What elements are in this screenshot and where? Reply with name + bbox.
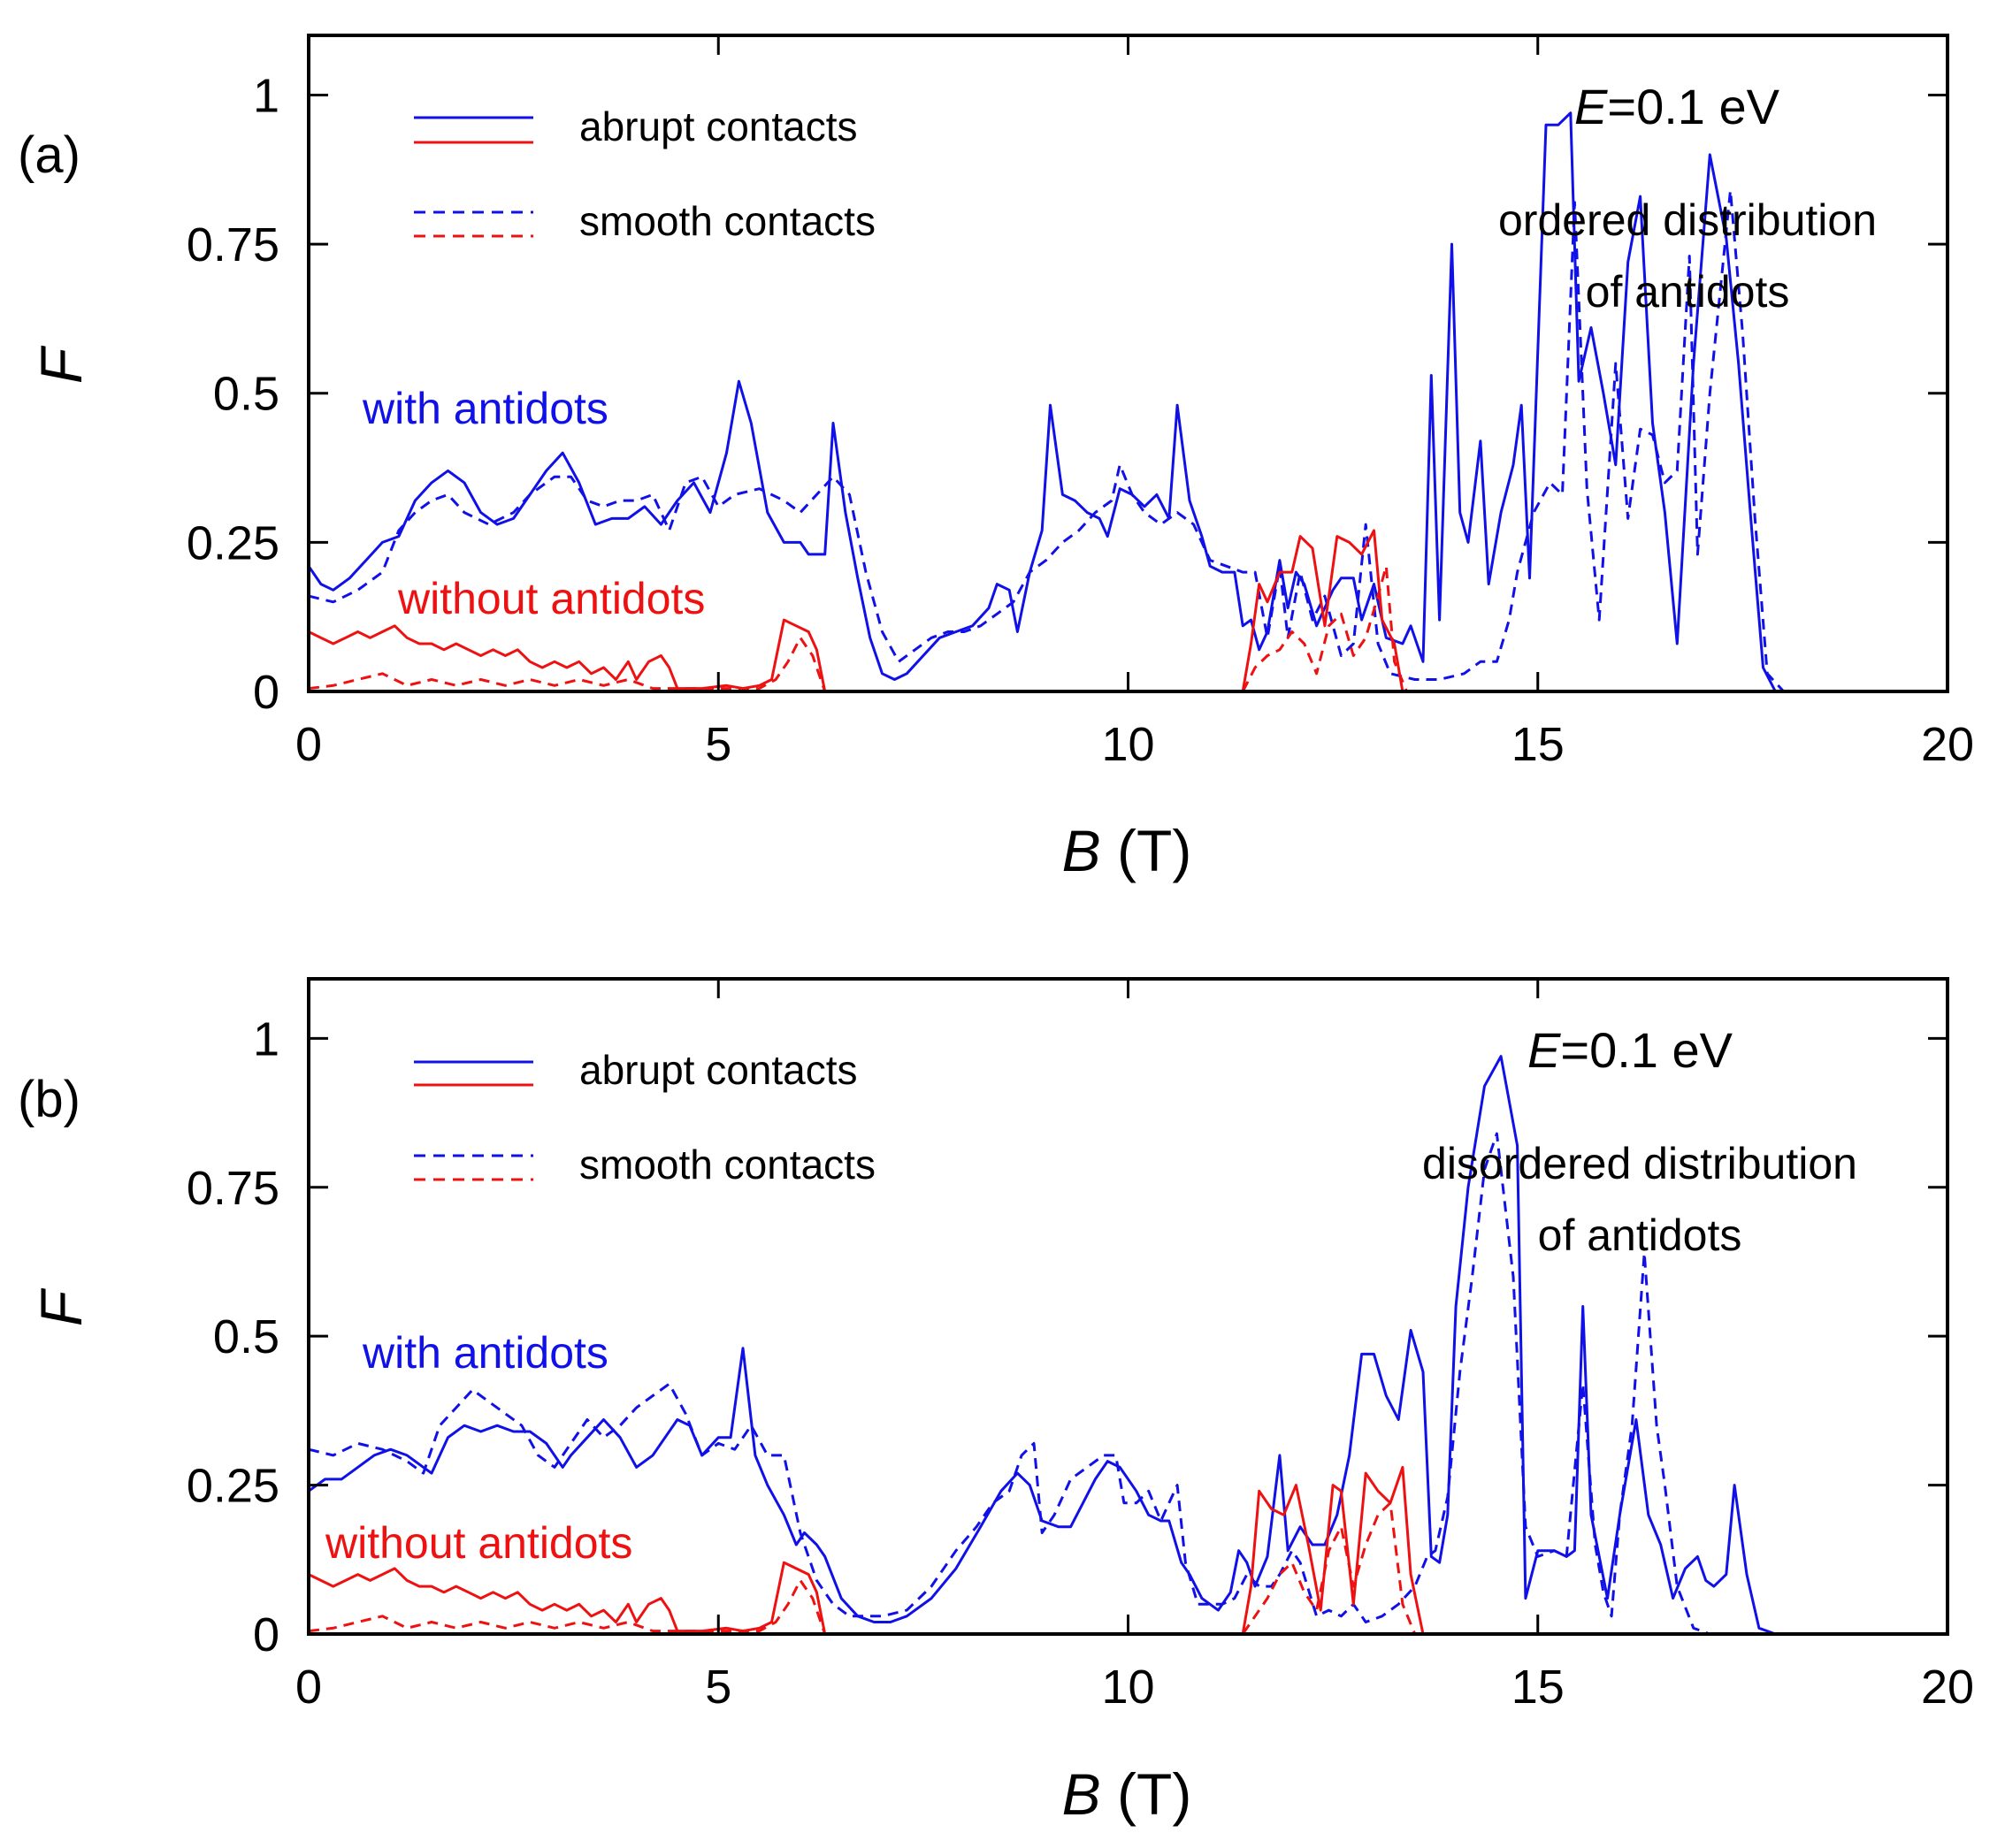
- panel-b-y-axis-label: F: [28, 1287, 94, 1326]
- panel-b-series-3-red-dashed: [308, 1501, 1948, 1636]
- panel-a-series-1-blue-dashed: [308, 188, 1948, 693]
- panel-a-ticks: 0 5 10 15 20 0 0.25 0.5 0.75 1: [187, 35, 1974, 771]
- panel-a-y-tick-label: 0.5: [213, 368, 279, 421]
- panel-b-legend-smooth-label: smooth contacts: [579, 1142, 876, 1187]
- panel-a-x-tick-label: 20: [1921, 718, 1974, 771]
- panel-a-y-tick-label: 1: [253, 69, 279, 122]
- panel-a-y-axis-label: F: [28, 345, 94, 384]
- panel-a-x-tick-label: 15: [1511, 718, 1565, 771]
- panel-a-energy-value: =0.1 eV: [1607, 79, 1779, 134]
- panel-b-x-tick-label: 10: [1101, 1661, 1154, 1714]
- panel-a-series-3-red-dashed: [308, 564, 1948, 693]
- panel-a-label: (a): [18, 126, 80, 184]
- panel-a-annotation-line-2: of antidots: [1586, 267, 1790, 317]
- panel-a-x-tick-label: 0: [295, 718, 322, 771]
- panel-b-energy-label: E=0.1 eV: [1527, 1022, 1733, 1078]
- panel-a-energy-variable: E: [1574, 79, 1608, 134]
- panel-b-energy-value: =0.1 eV: [1560, 1022, 1733, 1078]
- panel-b-with-antidots-label: with antidots: [362, 1328, 608, 1378]
- panel-a-y-tick-label: 0.25: [187, 516, 279, 569]
- panel-b-x-tick-label: 15: [1511, 1661, 1565, 1714]
- panel-b-annotation-line-2: of antidots: [1538, 1210, 1742, 1260]
- panel-a-x-tick-label: 10: [1101, 718, 1154, 771]
- panel-a-legend-abrupt-label: abrupt contacts: [579, 103, 858, 149]
- panel-a-x-axis-label: B (T): [1062, 818, 1192, 883]
- panel-a-legend-smooth-label: smooth contacts: [579, 198, 876, 244]
- panel-a-without-antidots-label: without antidots: [397, 574, 705, 623]
- panel-a-series-0-blue-solid: [307, 111, 1948, 693]
- panel-b-x-tick-label: 5: [705, 1661, 731, 1714]
- panel-b-x-tick-label: 0: [295, 1661, 322, 1714]
- panel-a-x-tick-label: 5: [705, 718, 731, 771]
- panel-b-x-axis-unit: (T): [1101, 1761, 1192, 1827]
- panel-b-y-tick-label: 0.5: [213, 1310, 279, 1363]
- panel-b-y-tick-label: 0: [253, 1608, 279, 1661]
- panel-b-series-2-red-solid: [308, 1465, 1948, 1636]
- panel-b-y-tick-label: 0.75: [187, 1162, 279, 1215]
- panel-b-annotation-line-1: disordered distribution: [1422, 1139, 1857, 1188]
- panel-a-y-tick-label: 0.75: [187, 218, 279, 271]
- panel-a-energy-label: E=0.1 eV: [1574, 79, 1780, 134]
- panel-b-y-tick-label: 1: [253, 1012, 279, 1065]
- panel-a-series-2-red-solid: [308, 529, 1948, 693]
- panel-b-series-0-blue-solid: [308, 1055, 1948, 1636]
- panel-a-annotation-line-1: ordered distribution: [1498, 195, 1877, 245]
- panel-a-series: [307, 111, 1948, 693]
- panel-b-x-axis-variable: B: [1062, 1761, 1101, 1827]
- panel-b-legend-abrupt-label: abrupt contacts: [579, 1047, 858, 1093]
- panel-b-y-tick-label: 0.25: [187, 1460, 279, 1513]
- panel-a-x-axis-variable: B: [1062, 818, 1101, 883]
- panel-a-x-axis-unit: (T): [1101, 818, 1192, 883]
- panel-b-without-antidots-label: without antidots: [325, 1518, 632, 1568]
- panel-a: 0 5 10 15 20 0 0.25 0.5 0.75 1 (a) B (T) F abrupt…: [18, 34, 1974, 883]
- panel-a-y-tick-label: 0: [253, 666, 279, 719]
- panel-b-x-axis-label: B (T): [1062, 1761, 1192, 1827]
- panel-b-label: (b): [18, 1071, 80, 1128]
- panel-b-energy-variable: E: [1527, 1022, 1561, 1078]
- panel-b: 0 5 10 15 20 0 0.25 0.5 0.75 1 (b) B (T) F abrupt…: [18, 977, 1974, 1827]
- panel-a-with-antidots-label: with antidots: [362, 384, 608, 433]
- panel-b-ticks: 0 5 10 15 20 0 0.25 0.5 0.75 1: [187, 979, 1974, 1714]
- panel-b-series-1-blue-dashed: [308, 1132, 1948, 1636]
- panel-b-x-tick-label: 20: [1921, 1661, 1974, 1714]
